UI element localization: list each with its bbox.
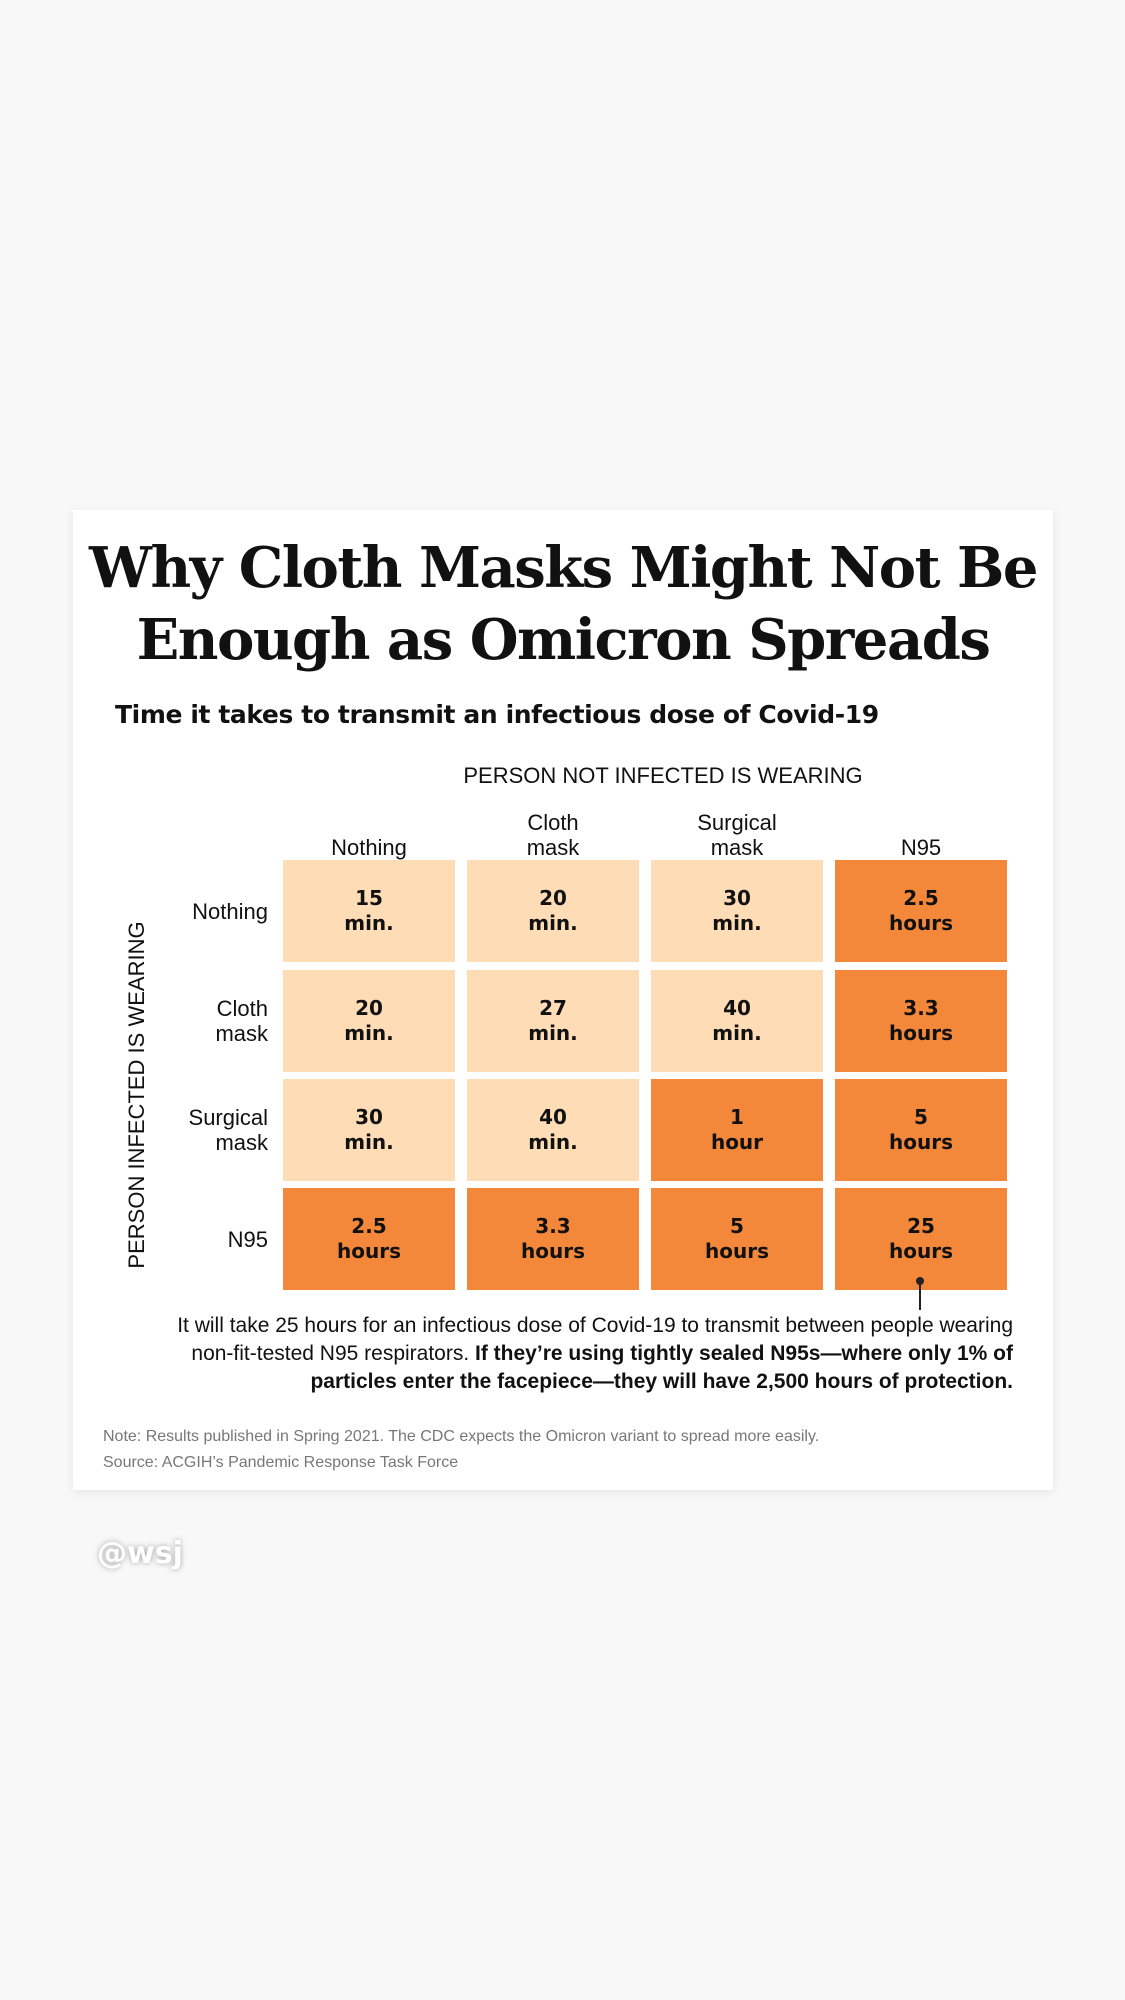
heatmap-cell: 3.3 hours [467, 1188, 639, 1290]
cell-value: 20 [539, 886, 567, 910]
cell-value: 5 [730, 1214, 744, 1238]
footnote: Note: Results published in Spring 2021. … [103, 1424, 819, 1476]
cell-unit: min. [344, 911, 394, 935]
row-header: N95 [227, 1226, 268, 1252]
row-header: Nothing [192, 898, 268, 924]
cell-unit: min. [712, 1021, 762, 1045]
cell-unit: min. [344, 1130, 394, 1154]
heatmap-cell: 27 min. [467, 970, 639, 1072]
cell-unit: hours [889, 1130, 953, 1154]
heatmap-cell: 30 min. [651, 860, 823, 962]
cell-value: 40 [723, 996, 751, 1020]
x-axis-label: PERSON NOT INFECTED IS WEARING [463, 763, 863, 788]
cell-unit: hours [889, 911, 953, 935]
y-axis-label: PERSON INFECTED IS WEARING [124, 921, 149, 1269]
cell-value: 40 [539, 1105, 567, 1129]
source-text: Source: ACGIH’s Pandemic Response Task F… [103, 1454, 459, 1471]
chart-subtitle: Time it takes to transmit an infectious … [115, 700, 879, 729]
chart-title-line-2: Enough as Omicron Spreads [136, 607, 991, 673]
heatmap-cell: 3.3 hours [835, 970, 1007, 1072]
chart-title-line-1: Why Cloth Masks Might Not Be [89, 535, 1038, 601]
row-header: Cloth mask [215, 996, 268, 1046]
cell-unit: min. [528, 911, 578, 935]
cell-unit: hours [705, 1239, 769, 1263]
heatmap-cell: 1 hour [651, 1079, 823, 1181]
cell-unit: hours [521, 1239, 585, 1263]
annotation-pointer-line [919, 1280, 921, 1310]
cell-value: 15 [355, 886, 383, 910]
chart-title: Why Cloth Masks Might Not Be Enough as O… [73, 532, 1053, 676]
heatmap-cell: 40 min. [651, 970, 823, 1072]
note-text: Note: Results published in Spring 2021. … [103, 1428, 820, 1445]
annotation-bold: If they’re using tightly sealed N95s—whe… [310, 1342, 1013, 1393]
cell-value: 2.5 [351, 1214, 387, 1238]
heatmap-cell: 20 min. [283, 970, 455, 1072]
cell-value: 3.3 [535, 1214, 571, 1238]
cell-unit: min. [528, 1130, 578, 1154]
cell-unit: hours [889, 1021, 953, 1045]
cell-value: 30 [355, 1105, 383, 1129]
heatmap-cell: 15 min. [283, 860, 455, 962]
row-header: Surgical mask [188, 1105, 268, 1155]
cell-value: 25 [907, 1214, 935, 1238]
column-header: Nothing [331, 835, 407, 860]
cell-value: 3.3 [903, 996, 939, 1020]
heatmap-cell: 40 min. [467, 1079, 639, 1181]
heatmap-cell: 2.5 hours [283, 1188, 455, 1290]
cell-unit: hours [337, 1239, 401, 1263]
heatmap-cell: 2.5 hours [835, 860, 1007, 962]
cell-value: 2.5 [903, 886, 939, 910]
infographic-card: Why Cloth Masks Might Not Be Enough as O… [73, 510, 1053, 1490]
cell-unit: hour [710, 1130, 764, 1154]
cell-value: 20 [355, 996, 383, 1020]
heatmap-cell: 25 hours [835, 1188, 1007, 1290]
column-header: Cloth mask [526, 810, 580, 860]
cell-value: 27 [539, 996, 567, 1020]
cell-value: 30 [723, 886, 751, 910]
annotation-pointer-dot [916, 1277, 924, 1285]
heatmap-cell: 20 min. [467, 860, 639, 962]
heatmap-cell: 30 min. [283, 1079, 455, 1181]
heatmap-cell: 5 hours [651, 1188, 823, 1290]
cell-unit: min. [528, 1021, 578, 1045]
heatmap-cell: 5 hours [835, 1079, 1007, 1181]
cell-unit: min. [712, 911, 762, 935]
cell-unit: min. [344, 1021, 394, 1045]
column-header: N95 [900, 835, 942, 860]
cell-value: 1 [730, 1105, 744, 1129]
watermark: @wsj [97, 1536, 183, 1571]
column-header: Surgical mask [697, 810, 777, 860]
annotation-text: It will take 25 hours for an infectious … [153, 1312, 1013, 1396]
cell-unit: hours [889, 1239, 953, 1263]
cell-value: 5 [914, 1105, 928, 1129]
annotation-regular: It will take 25 hours for an infectious … [177, 1314, 1013, 1365]
